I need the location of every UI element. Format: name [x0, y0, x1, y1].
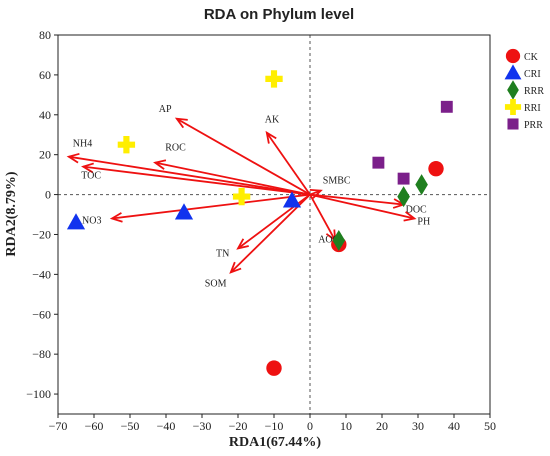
env-label-smbc: SMBC — [323, 176, 351, 187]
env-arrows: NH4 TOC AP ROC AK NO3 TN SOM SMBC DOC AOC PH — [66, 104, 430, 289]
point-rrr — [415, 174, 428, 196]
x-tick-label: 20 — [376, 419, 388, 433]
x-tick-label: 40 — [448, 419, 460, 433]
env-arrow-som — [230, 193, 311, 274]
y-tick-label: 0 — [45, 188, 51, 202]
env-label-ak: AK — [265, 115, 280, 126]
legend-label-cri: CRI — [524, 69, 541, 80]
legend-marker-cri — [504, 64, 522, 80]
x-tick-label: 30 — [412, 419, 424, 433]
env-arrow-ap — [176, 117, 311, 196]
legend-label-rrr: RRR — [524, 86, 544, 97]
arrow-head-nh4 — [66, 152, 80, 164]
env-arrow-aoc — [309, 194, 336, 241]
y-axis-label: RDA2(8.79%) — [4, 171, 19, 256]
y-tick-label: −40 — [32, 267, 51, 281]
x-tick-label: −20 — [229, 419, 248, 433]
arrow-head-som — [229, 261, 242, 274]
x-tick-label: 10 — [340, 419, 352, 433]
x-tick-label: −50 — [121, 419, 140, 433]
arrow-head-toc — [81, 162, 94, 174]
point-cri — [174, 203, 194, 220]
x-tick-label: −60 — [85, 419, 104, 433]
sample-points — [66, 70, 453, 376]
point-cri — [282, 191, 302, 208]
point-cri — [66, 213, 86, 230]
point-prr — [440, 100, 453, 113]
x-axis-ticks: −70 −60 −50 −40 −30 −20 −10 0 10 20 30 40 50 — [49, 414, 496, 433]
chart-title: RDA on Phylum level — [204, 6, 354, 23]
x-tick-label: −40 — [157, 419, 176, 433]
y-tick-label: 40 — [39, 108, 51, 122]
x-tick-label: −10 — [265, 419, 284, 433]
env-arrow-nh4 — [68, 155, 311, 196]
legend-label-ck: CK — [524, 52, 539, 63]
arrow-head-tn — [236, 238, 249, 250]
point-rri — [117, 136, 136, 154]
env-arrow-ak — [266, 132, 311, 196]
legend-marker-rrr — [507, 80, 519, 100]
x-axis-label: RDA1(67.44%) — [229, 435, 321, 450]
x-tick-label: −30 — [193, 419, 212, 433]
y-tick-label: 20 — [39, 148, 51, 162]
legend-marker-rri — [504, 98, 522, 116]
env-label-ph: PH — [417, 217, 430, 228]
env-label-doc: DOC — [406, 205, 427, 216]
point-prr — [372, 156, 385, 169]
legend-marker-ck — [505, 48, 521, 64]
point-prr — [397, 172, 410, 185]
y-tick-label: −20 — [32, 227, 51, 241]
env-label-roc: ROC — [165, 143, 186, 154]
point-rrr — [397, 186, 410, 208]
y-tick-label: 60 — [39, 68, 51, 82]
arrow-head-ak — [265, 130, 277, 144]
point-rri — [232, 187, 251, 206]
env-label-aoc: AOC — [318, 234, 339, 245]
legend-label-rri: RRI — [524, 103, 541, 114]
point-rrr — [332, 229, 346, 251]
y-tick-label: 80 — [39, 28, 51, 42]
y-axis-ticks: 80 60 40 20 0 −20 −40 −60 −80 −100 — [26, 28, 58, 401]
arrow-head-no3 — [109, 212, 123, 223]
y-tick-label: −100 — [26, 387, 51, 401]
env-arrow-doc — [309, 193, 404, 206]
arrow-head-ph — [403, 211, 417, 222]
y-tick-label: −60 — [32, 307, 51, 321]
point-ck — [428, 160, 444, 177]
env-label-ap: AP — [159, 104, 172, 115]
env-arrow-roc — [155, 161, 311, 196]
env-label-toc: TOC — [81, 171, 101, 182]
point-rri — [265, 70, 283, 88]
env-label-no3: NO3 — [82, 216, 101, 227]
env-arrow-no3 — [111, 193, 311, 220]
env-arrow-ph — [309, 193, 415, 220]
env-label-nh4: NH4 — [73, 139, 92, 150]
env-arrow-toc — [83, 165, 311, 196]
env-label-som: SOM — [205, 278, 227, 289]
env-label-tn: TN — [216, 248, 229, 259]
arrow-head-ap — [174, 117, 188, 129]
reference-lines — [58, 35, 490, 414]
arrow-head-roc — [153, 159, 167, 170]
x-tick-label: 0 — [307, 419, 313, 433]
legend: CK CRI RRR RRI PRR — [504, 48, 544, 131]
x-tick-label: 50 — [484, 419, 496, 433]
x-tick-label: −70 — [49, 419, 68, 433]
y-tick-label: −80 — [32, 347, 51, 361]
point-ck — [266, 360, 282, 376]
legend-marker-prr — [507, 118, 519, 130]
legend-label-prr: PRR — [524, 120, 543, 131]
